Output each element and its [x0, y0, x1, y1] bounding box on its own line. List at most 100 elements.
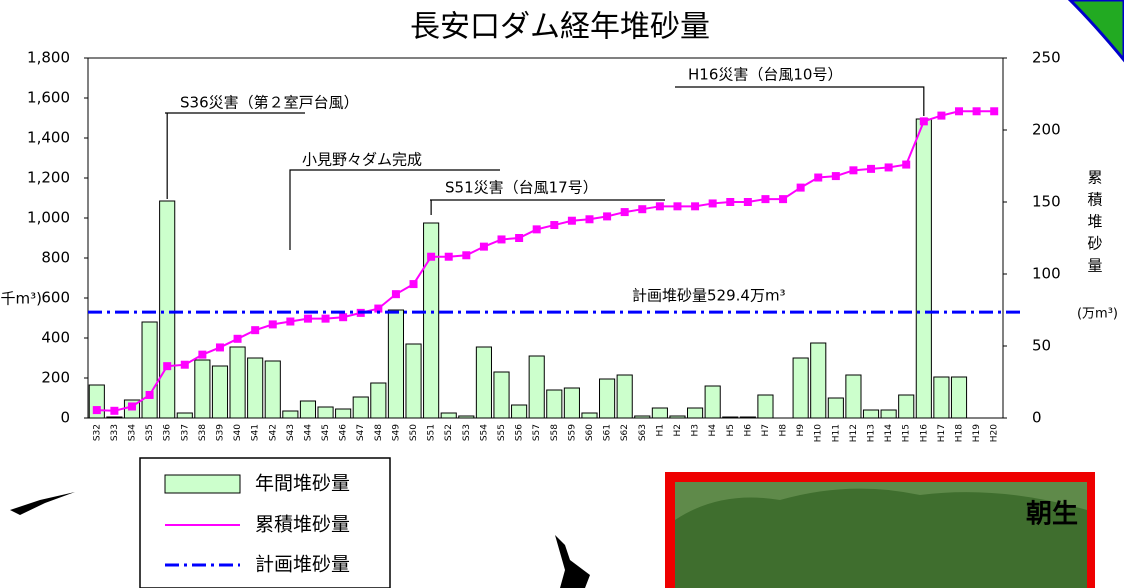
bar [546, 389, 563, 419]
y-tick-label: 1,000 [27, 209, 70, 227]
bar [194, 359, 211, 419]
legend-label: 年間堆砂量 [255, 473, 350, 495]
x-tick-label: S53 [462, 424, 472, 441]
annotation-leader [675, 86, 925, 116]
x-tick-label: S48 [374, 424, 384, 441]
annotation-leader [165, 112, 305, 199]
y2-tick-label: 50 [1032, 337, 1051, 355]
y-tick-label: 0 [60, 409, 70, 427]
bar [335, 408, 352, 419]
marker [462, 251, 471, 260]
marker [779, 195, 788, 204]
x-tick-label: S58 [550, 424, 560, 441]
x-tick-label: H9 [796, 424, 806, 437]
x-tick-label: S62 [620, 424, 630, 441]
bar [528, 355, 545, 419]
y-tick-label: 800 [41, 249, 70, 267]
x-tick-label: S55 [497, 424, 507, 441]
y-tick-label: 200 [41, 369, 70, 387]
marker [849, 166, 858, 175]
x-tick-label: S38 [198, 424, 208, 441]
marker [814, 173, 823, 182]
x-tick-label: H11 [831, 424, 841, 442]
reference-label: 計画堆砂量529.4万m³ [632, 287, 786, 305]
annotation-leader [430, 199, 665, 215]
x-tick-label: S37 [180, 424, 190, 441]
bar [176, 412, 193, 419]
bar [493, 371, 510, 419]
x-tick-label: S56 [515, 424, 525, 441]
marker [303, 314, 312, 323]
marker [655, 202, 664, 211]
bar [141, 321, 158, 419]
y-tick-label: 1,200 [27, 169, 70, 187]
marker [92, 406, 101, 415]
annotation: S36災害（第２室戸台風） [180, 94, 359, 112]
y-tick-label: 1,600 [27, 89, 70, 107]
y2-axis-label: 積 [1087, 191, 1102, 209]
annotation-leader [289, 169, 500, 250]
bar [352, 396, 369, 419]
marker [550, 221, 559, 230]
x-tick-label: S35 [145, 424, 155, 441]
x-tick-label: H2 [673, 424, 683, 437]
bar [247, 357, 264, 419]
bar [669, 415, 686, 419]
bar [810, 342, 827, 419]
bar [581, 412, 598, 419]
y2-tick-label: 0 [1032, 409, 1042, 427]
marker [990, 107, 999, 116]
marker [127, 402, 136, 411]
y-tick-label: 600 [41, 289, 70, 307]
marker [268, 320, 277, 329]
bar [634, 415, 651, 419]
bar [563, 387, 580, 419]
annotation: 小見野々ダム完成 [302, 151, 422, 169]
marker [937, 111, 946, 120]
marker [427, 252, 436, 261]
x-tick-label: H1 [655, 424, 665, 437]
marker [919, 117, 928, 126]
marker [955, 107, 964, 116]
x-tick-label: S45 [321, 424, 331, 441]
bar [862, 409, 880, 419]
x-tick-label: H16 [919, 424, 929, 442]
marker [796, 183, 805, 192]
marker [515, 234, 524, 242]
marker [497, 235, 506, 244]
bar [599, 378, 616, 419]
bar [933, 376, 950, 419]
bar [880, 409, 897, 419]
photo-hills [675, 488, 1087, 588]
x-tick-label: S46 [339, 424, 349, 441]
y2-tick-label: 250 [1032, 49, 1061, 67]
x-tick-label: H7 [761, 424, 771, 437]
bar [651, 407, 668, 419]
bar [792, 357, 809, 419]
x-tick-label: S49 [391, 424, 401, 441]
marker [884, 163, 893, 172]
x-tick-label: H10 [814, 424, 824, 442]
marker [620, 208, 629, 217]
bar [915, 118, 932, 419]
x-tick-label: S52 [444, 424, 454, 441]
marker [198, 350, 207, 359]
y2-axis-label: 砂 [1087, 235, 1102, 253]
x-tick-label: H20 [990, 424, 1000, 442]
chart-title: 長安口ダム経年堆砂量 [410, 10, 710, 45]
marker [726, 198, 735, 206]
y2-tick-label: 150 [1032, 193, 1061, 211]
marker [673, 202, 682, 211]
x-tick-label: H4 [708, 424, 718, 437]
x-tick-label: H5 [726, 424, 736, 437]
bar [739, 416, 756, 419]
legend-swatch [164, 474, 241, 494]
y-tick-label: 400 [41, 329, 70, 347]
x-tick-label: H19 [972, 424, 982, 442]
x-tick-label: S54 [479, 424, 489, 441]
bar [950, 376, 968, 419]
marker [532, 225, 541, 234]
bar [229, 346, 246, 419]
x-tick-label: S59 [567, 424, 577, 441]
